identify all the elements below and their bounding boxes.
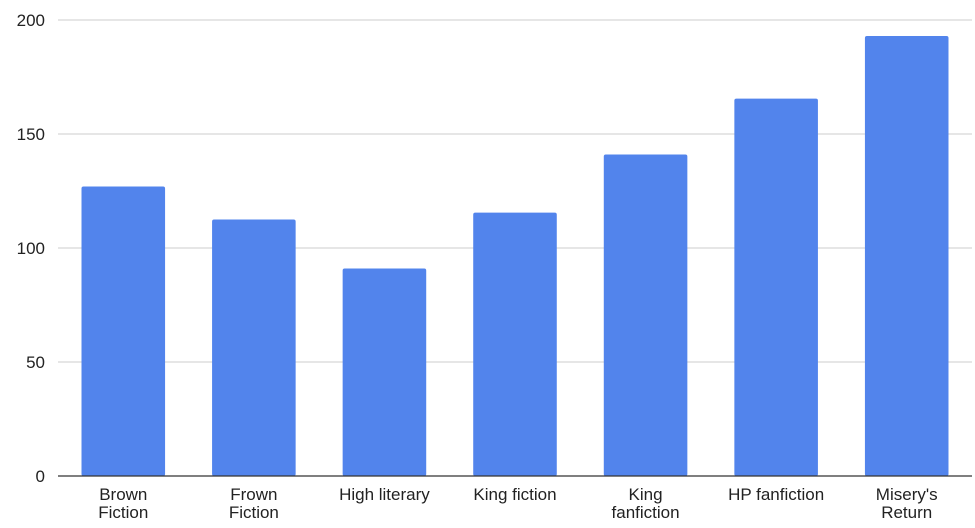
x-category-label-line: HP fanfiction	[728, 485, 824, 504]
bar	[864, 35, 949, 477]
x-category-label: King fanfiction	[612, 485, 680, 522]
x-category-label-line: Return	[881, 503, 932, 522]
x-category-label-line: King fiction	[473, 485, 556, 504]
bar	[212, 219, 296, 476]
x-category-label-line: Fiction	[229, 503, 279, 522]
bar	[603, 154, 688, 476]
x-category-label: Brown Fiction	[98, 485, 148, 522]
x-category-label: King fiction	[473, 485, 556, 504]
y-tick-label: 100	[17, 239, 45, 258]
x-category-label: Frown Fiction	[229, 485, 279, 522]
bars	[81, 35, 949, 477]
x-category-label-line: Fiction	[98, 503, 148, 522]
x-category-label-line: Frown	[230, 485, 277, 504]
x-category-label: HP fanfiction	[728, 485, 824, 504]
y-tick-label: 150	[17, 125, 45, 144]
bar	[734, 98, 818, 476]
x-category-label: High literary	[339, 485, 430, 504]
x-category-label-line: Brown	[99, 485, 147, 504]
bar	[342, 268, 427, 476]
x-category-label-line: High literary	[339, 485, 430, 504]
y-tick-label: 50	[26, 353, 45, 372]
y-tick-label: 0	[36, 467, 45, 486]
y-tick-label: 200	[17, 11, 45, 30]
bar	[473, 212, 557, 476]
x-category-label-line: fanfiction	[612, 503, 680, 522]
bar	[81, 186, 166, 476]
y-axis-tick-labels: 0 50 100 150 200	[17, 11, 45, 486]
x-category-label: Misery's Return	[876, 485, 938, 522]
x-category-label-line: Misery's	[876, 485, 938, 504]
x-category-label-line: King	[629, 485, 663, 504]
